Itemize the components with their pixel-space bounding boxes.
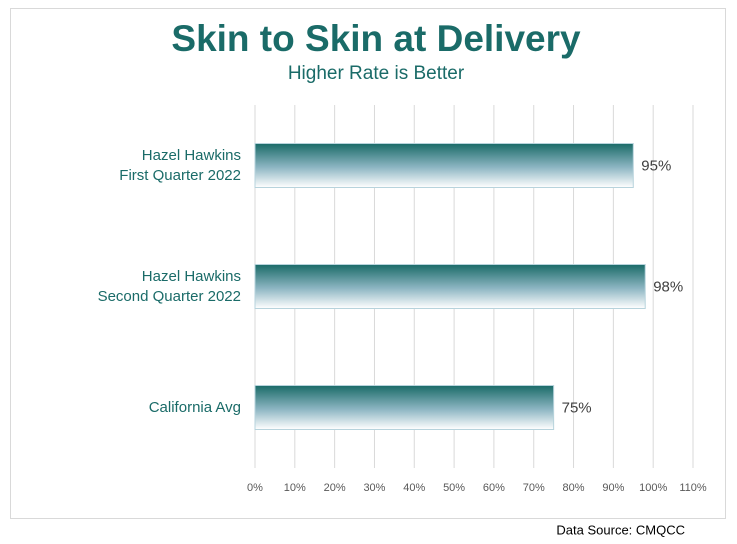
bar <box>254 385 555 430</box>
data-label: 95% <box>641 157 671 174</box>
data-label: 98% <box>653 278 683 295</box>
x-tick-label: 0% <box>247 482 263 494</box>
x-tick-label: 60% <box>483 482 505 494</box>
y-tick-label: Hazel Hawkins First Quarter 2022 <box>119 146 241 184</box>
x-tick-label: 50% <box>443 482 465 494</box>
x-tick-label: 110% <box>679 482 707 494</box>
x-tick-label: 20% <box>324 482 346 494</box>
y-tick-label: Hazel Hawkins Second Quarter 2022 <box>97 267 241 305</box>
y-tick-label: California Avg <box>148 398 241 416</box>
chart-subtitle: Higher Rate is Better <box>288 63 465 84</box>
bar <box>254 143 634 188</box>
chart-title: Skin to Skin at Delivery <box>171 18 581 59</box>
chart-border <box>10 8 726 519</box>
x-tick-label: 100% <box>639 482 667 494</box>
data-label: 75% <box>562 399 592 416</box>
bar <box>254 264 646 309</box>
x-tick-label: 70% <box>523 482 545 494</box>
x-tick-label: 40% <box>403 482 425 494</box>
x-tick-label: 30% <box>363 482 385 494</box>
data-source: Data Source: CMQCC <box>556 522 685 537</box>
x-tick-label: 90% <box>602 482 624 494</box>
x-tick-label: 10% <box>284 482 306 494</box>
x-tick-label: 80% <box>563 482 585 494</box>
